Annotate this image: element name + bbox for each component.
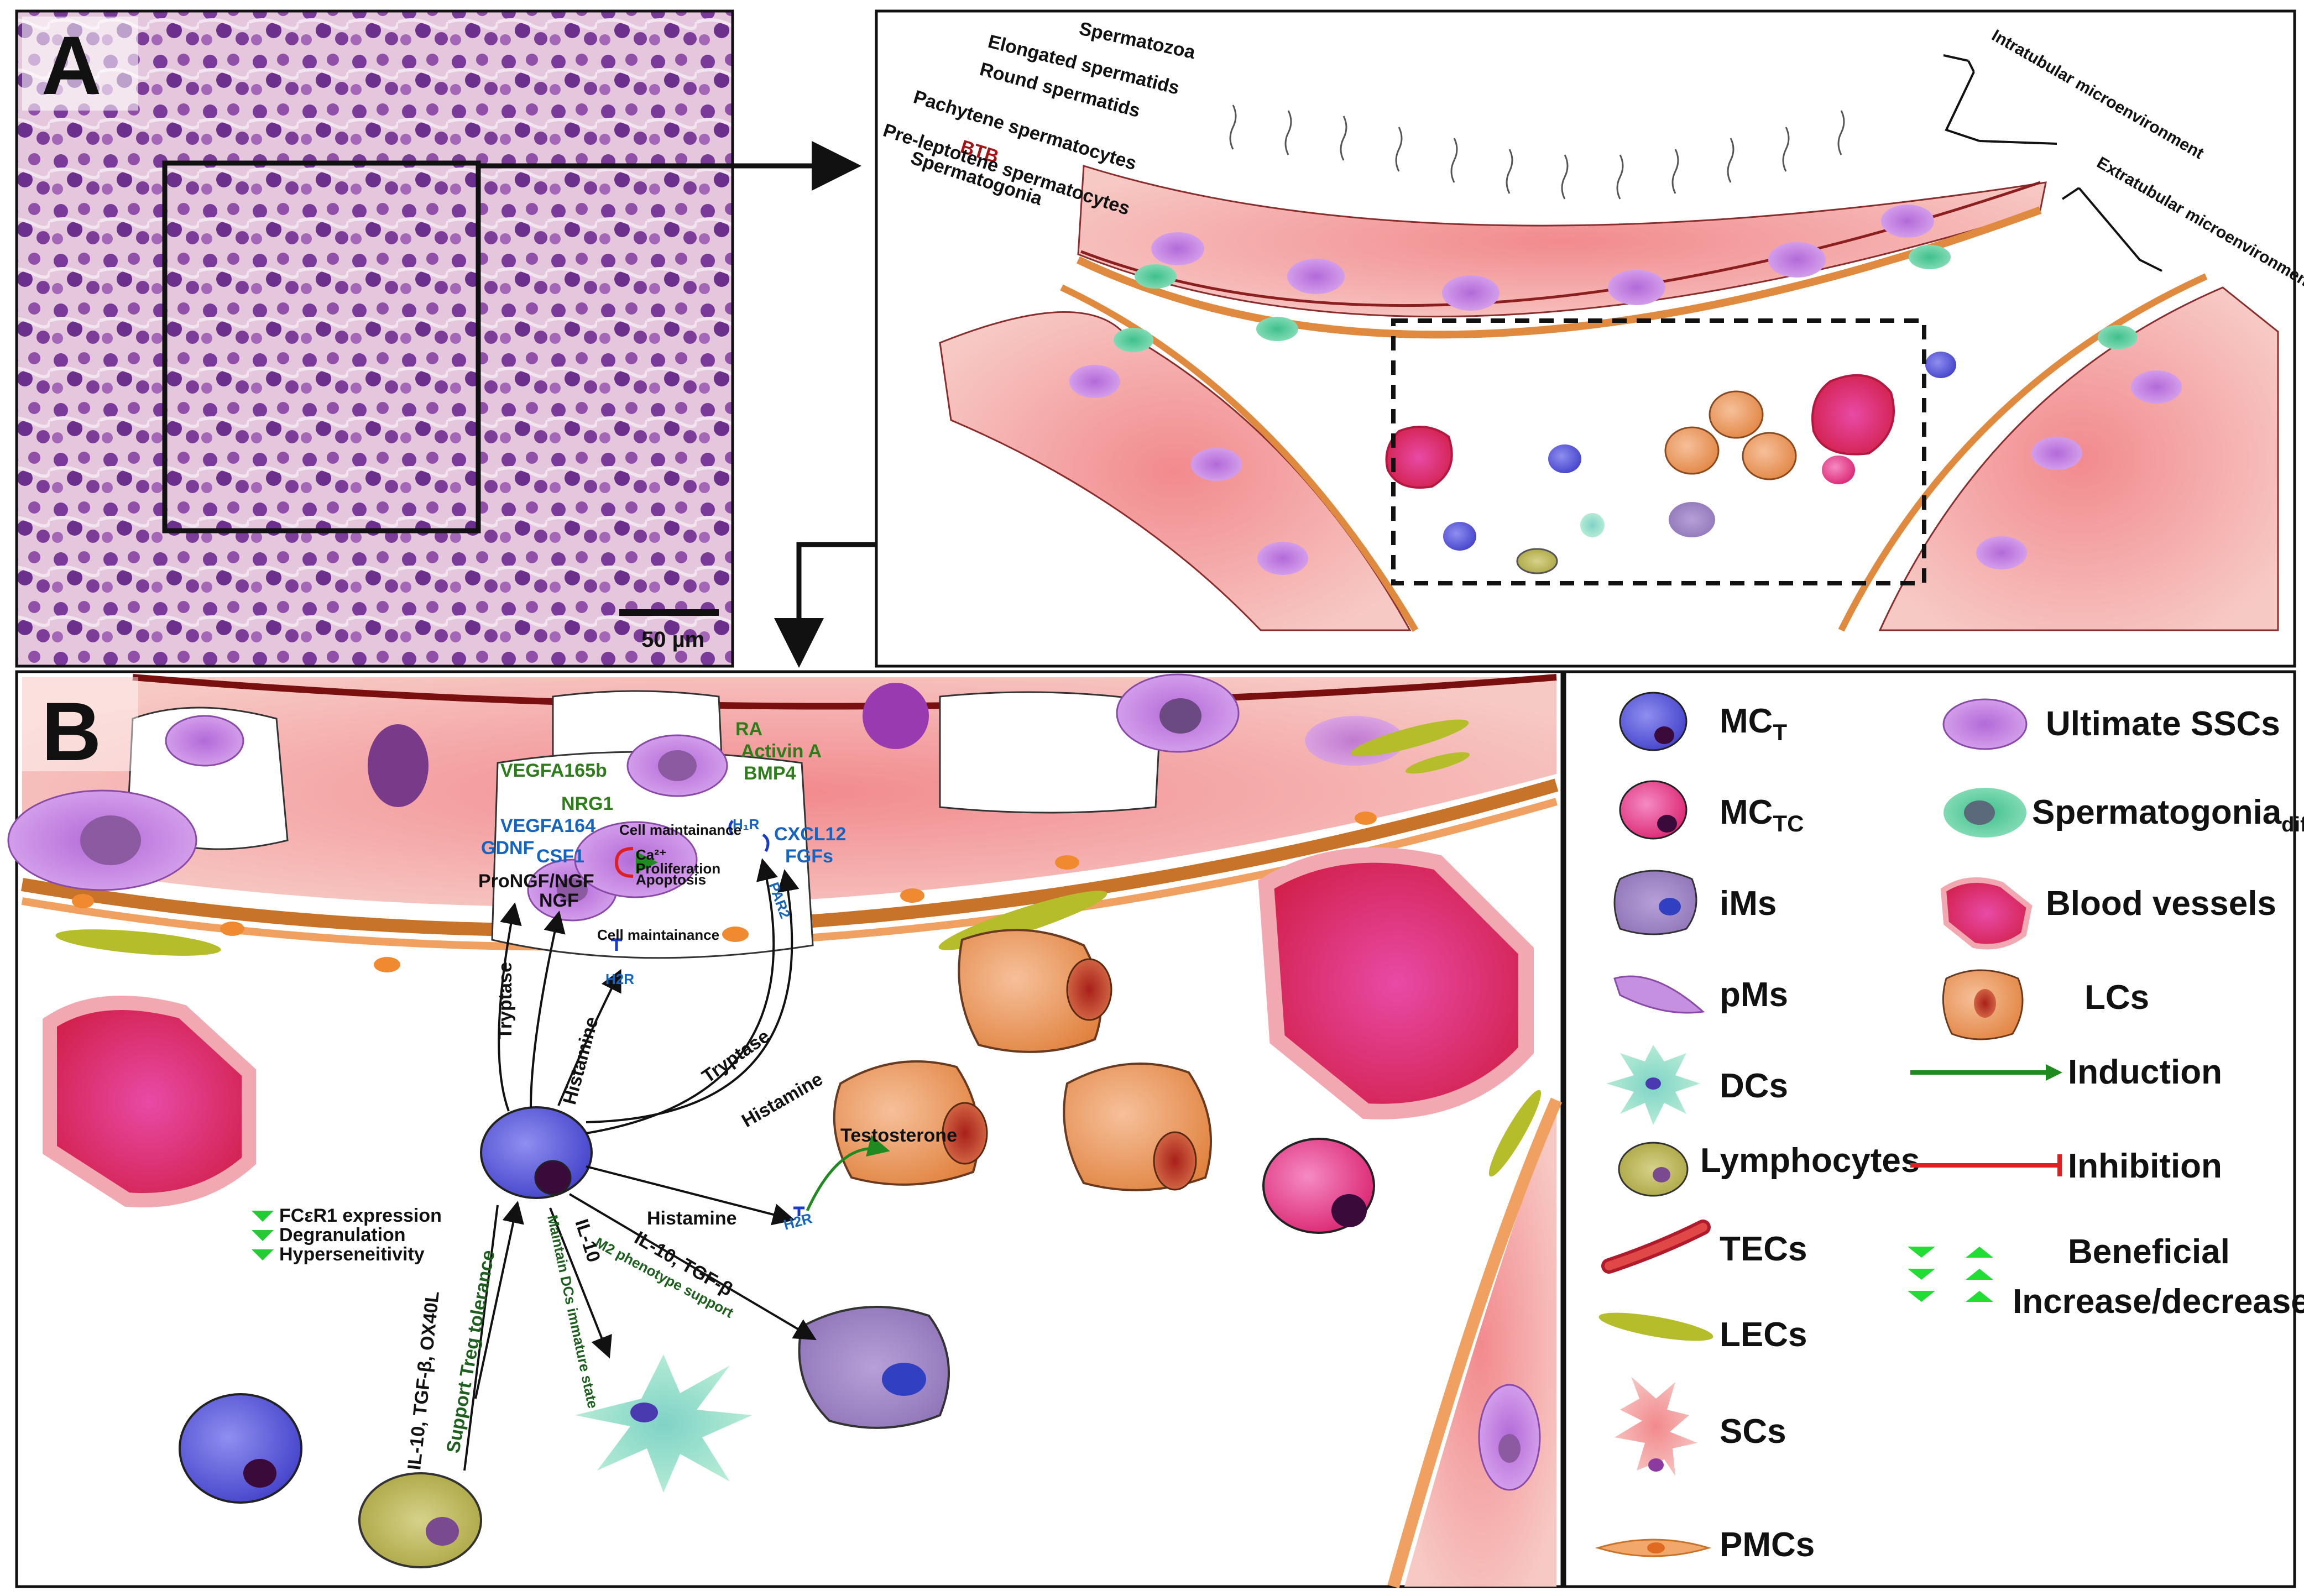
- legend-lecs: LECs: [1720, 1316, 1807, 1354]
- legend-ims: iMs: [1720, 885, 1777, 923]
- legend-lcs: LCs: [2084, 978, 2149, 1017]
- factor-vegfa165b: VEGFA165b: [500, 760, 607, 781]
- lymphocytes-icon: [1618, 1142, 1689, 1197]
- label-proliferation: Proliferation: [636, 860, 720, 877]
- niche-factors: RA Activin A BMP4 VEGFA165b NRG1 VEGFA16…: [478, 719, 846, 911]
- mct-icon: [1619, 692, 1687, 751]
- legend-mctc: MCTC: [1720, 793, 1804, 836]
- factor-bmp4: BMP4: [744, 763, 796, 784]
- legend-spermatogonia-diff: Spermatogoniadiff: [2032, 793, 2304, 836]
- factor-prongf: ProNGF/NGF: [478, 871, 594, 892]
- panel-a-letter: A: [41, 19, 101, 112]
- legend-ultimate-sscs: Ultimate SSCs: [2046, 705, 2280, 743]
- legend-dcs: DCs: [1720, 1067, 1788, 1105]
- factor-cxcl12: CXCL12: [774, 824, 846, 845]
- effect-fceri: FCεR1 expression: [279, 1205, 442, 1226]
- beneficial-icon: [1908, 1247, 1993, 1302]
- label-tryptase-1: Tryptase: [495, 962, 516, 1039]
- effect-degranulation: Degranulation: [279, 1225, 406, 1246]
- pmcs-icon: [1595, 1539, 1712, 1557]
- panel-b: B RA Activin A BMP4 VEGFA165b NRG1 VEGFA…: [7, 670, 1564, 1588]
- factor-ra: RA: [735, 719, 762, 740]
- effects-list: FCεR1 expression Degranulation Hypersene…: [252, 1205, 442, 1265]
- blood-vessel-icon: [1940, 877, 2033, 950]
- legend-mct: MCT: [1720, 702, 1787, 745]
- factor-activin-a: Activin A: [741, 741, 822, 762]
- legend-left-labels: MCT MCTC iMs pMs DCs Lymphocytes TECs LE…: [1700, 702, 1920, 1564]
- legend-increase-decrease: Increase/decrease: [2013, 1283, 2304, 1321]
- label-histamine-3: Histamine: [647, 1208, 737, 1229]
- legend-inhibition: Inhibition: [2068, 1147, 2222, 1185]
- label-h1r: H₁R: [733, 816, 760, 833]
- ssc-icon: [1942, 698, 2028, 750]
- lcs-icon: [1942, 969, 2024, 1040]
- blood-vessel-right: [1258, 847, 1534, 1119]
- factor-gdnf: GDNF: [481, 838, 534, 859]
- induction-arrow-icon: [1910, 1064, 2062, 1081]
- signaling-arrows: [463, 858, 817, 1471]
- legend-scs: SCs: [1720, 1412, 1786, 1451]
- legend-tecs: TECs: [1720, 1230, 1807, 1268]
- tecs-icon: [1601, 1220, 1711, 1274]
- ims-icon: [1613, 870, 1697, 935]
- factor-nrg1: NRG1: [561, 793, 613, 814]
- factor-ngf: NGF: [539, 890, 579, 911]
- label-ca: Ca²⁺: [636, 846, 667, 863]
- zoom-box: [162, 160, 481, 533]
- lecs-icon: [1598, 1312, 1713, 1341]
- label-h2r: H2R: [605, 971, 634, 987]
- panel-a-schematic: Spermatozoa Elongated spermatids Round s…: [875, 9, 2304, 668]
- spg-diff-icon: [1943, 788, 2026, 838]
- legend-right-labels: Ultimate SSCs Spermatogoniadiff Blood ve…: [2013, 705, 2304, 1321]
- legend-pms: pMs: [1720, 976, 1788, 1014]
- label-cell-maintainance-mid: Cell maintainance: [597, 927, 719, 943]
- inhibition-icon: [1910, 1154, 2062, 1176]
- factor-csf1: CSF1: [536, 846, 584, 867]
- pms-icon: [1613, 975, 1705, 1014]
- legend-blood-vessels: Blood vessels: [2046, 885, 2276, 923]
- panel-a-histology: A 50 µm: [15, 9, 734, 668]
- legend-induction: Induction: [2068, 1053, 2222, 1091]
- legend-pmcs: PMCs: [1720, 1526, 1815, 1564]
- legend-lymphocytes: Lymphocytes: [1700, 1142, 1920, 1180]
- scale-bar-label: 50 µm: [641, 627, 704, 652]
- blood-vessel-left: [43, 996, 256, 1208]
- legend: MCT MCTC iMs pMs DCs Lymphocytes TECs LE…: [1563, 670, 2304, 1588]
- panel-b-letter: B: [41, 685, 101, 778]
- mctc-icon: [1619, 780, 1687, 840]
- label-testosterone: Testosterone: [840, 1125, 957, 1146]
- factor-fgfs: FGFs: [785, 846, 833, 867]
- effect-hypersensitivity: Hyperseneitivity: [279, 1244, 425, 1265]
- dashed-focus-box: [1391, 318, 1926, 585]
- label-cell-maintainance-top: Cell maintainance: [619, 821, 741, 838]
- legend-beneficial: Beneficial: [2068, 1233, 2230, 1271]
- label-apoptosis: Apoptosis: [636, 871, 706, 888]
- factor-vegfa164: VEGFA164: [500, 815, 595, 836]
- scs-icon: [1615, 1377, 1697, 1476]
- dcs-icon: [1606, 1045, 1700, 1125]
